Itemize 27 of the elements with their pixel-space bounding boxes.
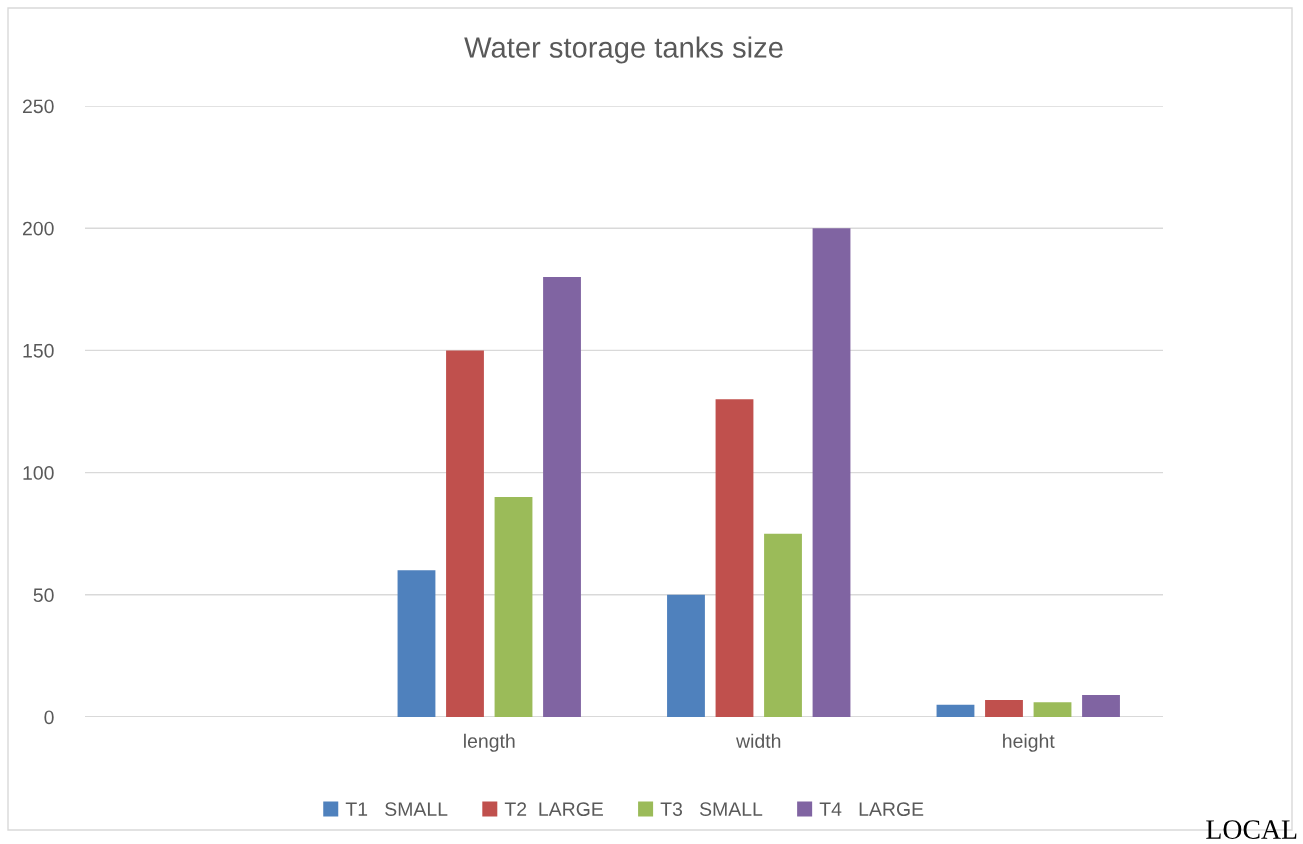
- legend-label: T2 LARGE: [504, 802, 603, 816]
- bar: [936, 704, 975, 717]
- bar: [543, 277, 581, 717]
- bar: [494, 497, 533, 717]
- y-tick-label: 250: [22, 99, 54, 114]
- y-tick-label: 0: [44, 710, 54, 725]
- legend-label: T1 SMALL: [345, 802, 448, 816]
- bar: [812, 228, 851, 717]
- legend-label: T4 LARGE: [819, 802, 924, 816]
- y-tick-label: 150: [23, 343, 54, 358]
- y-tick-label: 50: [33, 588, 54, 603]
- y-tick-label: 200: [22, 221, 54, 236]
- chart-title: Water storage tanks size: [464, 36, 783, 64]
- bar: [397, 570, 436, 717]
- legend-label: T3 SMALL: [660, 802, 763, 816]
- y-tick-label: 100: [23, 466, 54, 480]
- x-tick-label: length: [464, 733, 515, 752]
- text: LOCAL: [1206, 820, 1297, 839]
- x-tick-label: width: [736, 733, 781, 748]
- x-tick-label: height: [1003, 733, 1055, 752]
- bar: [715, 399, 754, 717]
- bar: [1082, 695, 1120, 717]
- bar: [667, 594, 705, 717]
- bar: [985, 699, 1023, 717]
- bar: [764, 533, 802, 717]
- bar: [446, 350, 484, 717]
- bar: [1033, 702, 1072, 717]
